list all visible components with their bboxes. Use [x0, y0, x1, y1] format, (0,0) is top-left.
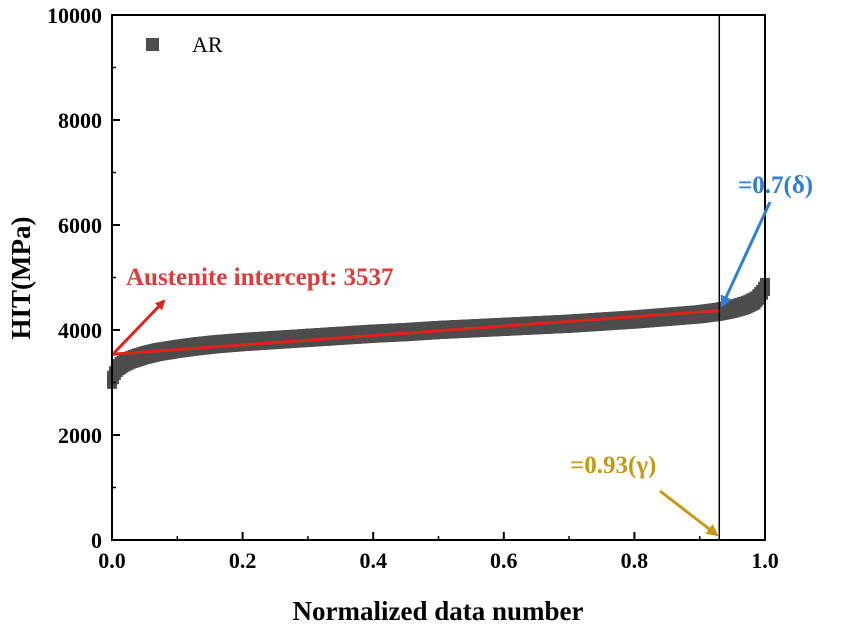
delta-label: =0.7(δ): [738, 172, 813, 199]
y-tick-label: 6000: [58, 213, 102, 238]
y-tick-label: 8000: [58, 108, 102, 133]
x-tick-label: 0.0: [98, 548, 126, 573]
annotation-delta: =0.7(δ): [720, 172, 813, 308]
x-tick-label: 0.2: [229, 548, 257, 573]
data-layer: [107, 277, 770, 389]
austenite-arrow: [112, 299, 166, 355]
axis-layer: 0.0 0.2 0.4 0.6 0.8 1.0 0 2000 4000 6000 8000 10000: [47, 3, 779, 573]
austenite-intercept-label: Austenite intercept: 3537: [126, 264, 394, 291]
annotation-gamma: =0.93(γ): [570, 452, 719, 537]
fit-layer: [111, 309, 720, 356]
annotation-austenite: Austenite intercept: 3537: [112, 264, 394, 355]
x-tick-label: 1.0: [751, 548, 779, 573]
x-tick-label: 0.4: [359, 548, 387, 573]
y-tick-label: 4000: [58, 318, 102, 343]
gamma-arrow: [659, 489, 719, 537]
y-tick-label: 2000: [58, 423, 102, 448]
y-tick-label: 0: [91, 528, 102, 553]
gamma-label: =0.93(γ): [570, 452, 656, 479]
legend: AR: [146, 32, 223, 57]
y-axis-title: HIT(MPa): [6, 217, 36, 340]
y-tick-label: 10000: [47, 3, 102, 28]
linear-fit-line: [111, 309, 720, 356]
delta-arrow: [720, 201, 772, 308]
legend-label-ar: AR: [192, 32, 223, 57]
x-axis-title: Normalized data number: [293, 596, 584, 626]
x-tick-label: 0.6: [490, 548, 518, 573]
x-tick-label: 0.8: [621, 548, 649, 573]
legend-marker-ar: [146, 38, 159, 51]
